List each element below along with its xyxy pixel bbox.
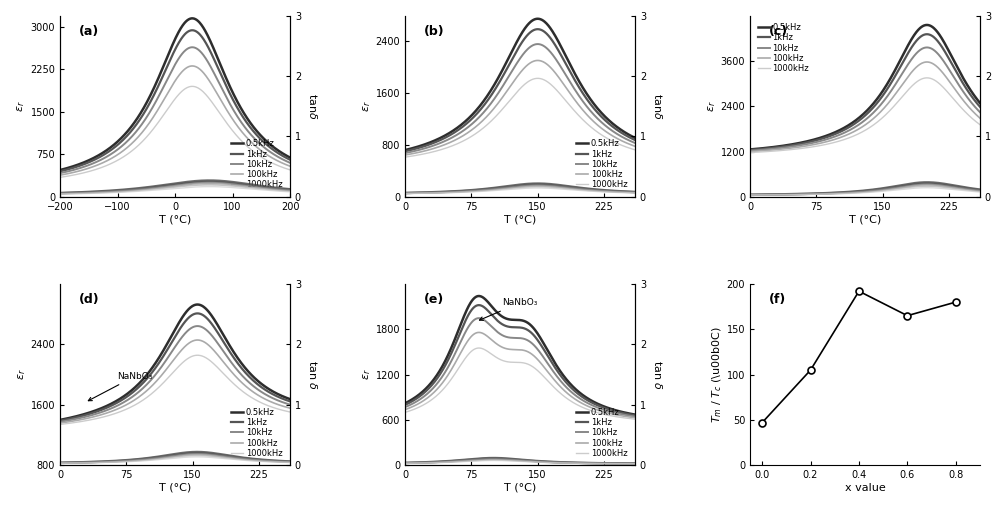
Legend: 0.5kHz, 1kHz, 10kHz, 100kHz, 1000kHz: 0.5kHz, 1kHz, 10kHz, 100kHz, 1000kHz: [573, 404, 631, 461]
Text: (d): (d): [78, 293, 99, 306]
Text: (b): (b): [423, 25, 444, 38]
X-axis label: T (°C): T (°C): [159, 483, 191, 493]
X-axis label: T (°C): T (°C): [504, 483, 536, 493]
Y-axis label: tan$\delta$: tan$\delta$: [652, 93, 664, 119]
Text: (f): (f): [768, 293, 786, 306]
Text: (a): (a): [78, 25, 99, 38]
Legend: 0.5kHz, 1kHz, 10kHz, 100kHz, 1000kHz: 0.5kHz, 1kHz, 10kHz, 100kHz, 1000kHz: [228, 404, 286, 461]
Y-axis label: tan$\delta$: tan$\delta$: [307, 93, 319, 119]
X-axis label: T (°C): T (°C): [849, 215, 881, 224]
Legend: 0.5kHz, 1kHz, 10kHz, 100kHz, 1000kHz: 0.5kHz, 1kHz, 10kHz, 100kHz, 1000kHz: [228, 136, 286, 193]
Y-axis label: $\varepsilon_r$: $\varepsilon_r$: [706, 100, 718, 112]
Y-axis label: $\varepsilon_r$: $\varepsilon_r$: [16, 100, 27, 112]
X-axis label: T (°C): T (°C): [504, 215, 536, 224]
Y-axis label: $\varepsilon_r$: $\varepsilon_r$: [16, 369, 28, 381]
X-axis label: T (°C): T (°C): [159, 215, 191, 224]
Text: NaNbO₃: NaNbO₃: [479, 298, 538, 321]
X-axis label: x value: x value: [845, 483, 885, 493]
Y-axis label: tan $\delta$: tan $\delta$: [652, 360, 664, 390]
Y-axis label: $T_m$ / $T_c$ (\u00b0C): $T_m$ / $T_c$ (\u00b0C): [710, 326, 724, 423]
Y-axis label: tan $\delta$: tan $\delta$: [307, 360, 319, 390]
Text: NaNbO₃: NaNbO₃: [88, 372, 153, 401]
Y-axis label: $\varepsilon_r$: $\varepsilon_r$: [361, 100, 373, 112]
Y-axis label: $\varepsilon_r$: $\varepsilon_r$: [361, 369, 373, 381]
Text: (c): (c): [768, 25, 788, 38]
Legend: 0.5kHz, 1kHz, 10kHz, 100kHz, 1000kHz: 0.5kHz, 1kHz, 10kHz, 100kHz, 1000kHz: [754, 20, 812, 77]
Y-axis label: tan $\delta$: tan $\delta$: [997, 91, 1000, 121]
Text: (e): (e): [423, 293, 444, 306]
Legend: 0.5kHz, 1kHz, 10kHz, 100kHz, 1000kHz: 0.5kHz, 1kHz, 10kHz, 100kHz, 1000kHz: [573, 136, 631, 193]
